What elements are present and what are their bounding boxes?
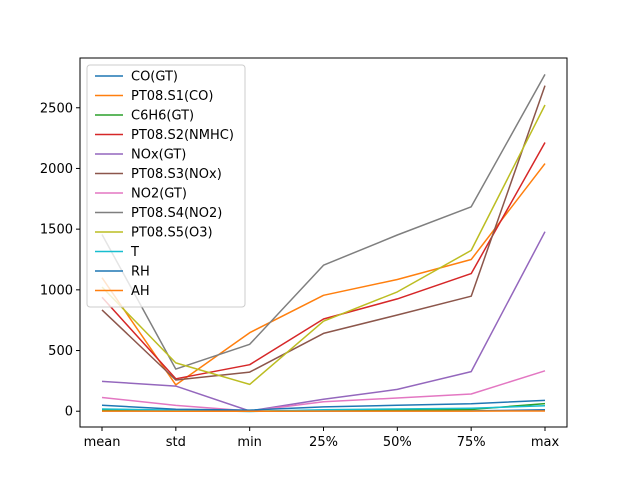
x-tick-label: 25% xyxy=(309,435,338,450)
y-axis: 0 500 1000 1500 2000 2500 xyxy=(40,101,80,420)
legend-label: AH xyxy=(131,284,150,299)
legend-box xyxy=(86,64,246,308)
legend-label: PT08.S3(NOx) xyxy=(131,167,222,182)
legend-label: PT08.S4(NO2) xyxy=(131,206,222,221)
legend-label: CO(GT) xyxy=(131,70,178,85)
x-tick-label: min xyxy=(237,435,262,450)
series-line-7 xyxy=(101,74,546,370)
y-tick-label: 500 xyxy=(48,344,73,359)
y-tick-label: 1500 xyxy=(40,223,73,238)
x-tick-label: max xyxy=(531,435,560,450)
y-tick-label: 1000 xyxy=(40,283,73,298)
x-axis: mean std min 25% 50% 75% max xyxy=(84,427,560,450)
series-line-5 xyxy=(101,85,546,381)
legend-label: PT08.S1(CO) xyxy=(131,89,213,104)
x-tick-label: 50% xyxy=(383,435,412,450)
series-line-10 xyxy=(101,399,546,411)
plot-frame xyxy=(79,57,568,428)
legend-label: RH xyxy=(131,265,150,280)
x-tick-label: std xyxy=(166,435,186,450)
legend-label: C6H6(GT) xyxy=(131,109,194,124)
series-lines xyxy=(101,74,546,413)
series-line-3 xyxy=(101,142,546,380)
series-line-9 xyxy=(101,405,546,413)
y-tick-label: 0 xyxy=(65,405,73,420)
series-line-4 xyxy=(101,231,546,412)
series-line-8 xyxy=(101,104,546,386)
legend-label: NOx(GT) xyxy=(131,148,186,163)
series-line-1 xyxy=(101,163,546,386)
y-tick-label: 2500 xyxy=(40,101,73,116)
x-tick-label: mean xyxy=(84,435,121,450)
legend-label: T xyxy=(130,245,139,260)
legend-label: PT08.S2(NMHC) xyxy=(131,128,234,143)
y-tick-label: 2000 xyxy=(40,162,73,177)
series-line-6 xyxy=(101,370,546,412)
x-tick-label: 75% xyxy=(457,435,486,450)
legend-label: NO2(GT) xyxy=(131,187,187,202)
legend: CO(GT) PT08.S1(CO) C6H6(GT) PT08.S2(NMHC) NO… xyxy=(86,64,246,308)
legend-label: PT08.S5(O3) xyxy=(131,226,213,241)
